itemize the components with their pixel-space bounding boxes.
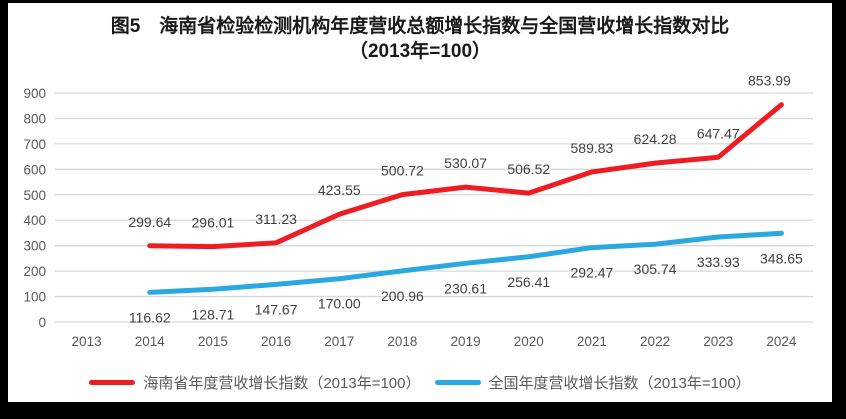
y-tick-label: 200 <box>23 264 46 279</box>
y-tick-label: 900 <box>23 86 46 101</box>
series-line <box>147 102 784 250</box>
data-label: 311.23 <box>255 211 297 227</box>
legend-label-hainan: 海南省年度营收增长指数（2013年=100） <box>143 375 421 392</box>
x-tick-label: 2017 <box>324 334 354 349</box>
hainan-series-swatch <box>89 380 136 385</box>
x-tick-label: 2021 <box>577 334 607 349</box>
chart-frame: 图5 海南省检验检测机构年度营收总额增长指数与全国营收增长指数对比 （2013年… <box>8 3 832 402</box>
chart-legend: 海南省年度营收增长指数（2013年=100） 全国年度营收增长指数（2013年=… <box>8 372 832 393</box>
y-tick-label: 700 <box>23 137 46 152</box>
legend-item-national: 全国年度营收增长指数（2013年=100） <box>434 372 751 393</box>
chart-title-block: 图5 海南省检验检测机构年度营收总额增长指数与全国营收增长指数对比 （2013年… <box>8 14 832 64</box>
data-label: 170.00 <box>318 296 361 312</box>
national-series-swatch <box>434 380 481 385</box>
data-label: 647.47 <box>697 125 740 141</box>
data-label: 853.99 <box>748 73 791 89</box>
y-tick-label: 0 <box>38 315 46 330</box>
y-tick-label: 100 <box>23 290 46 305</box>
data-label: 116.62 <box>129 309 171 325</box>
data-label: 296.01 <box>192 215 235 231</box>
data-label: 128.71 <box>192 306 235 322</box>
x-tick-label: 2019 <box>451 334 481 349</box>
x-tick-label: 2015 <box>198 334 228 349</box>
data-label: 500.72 <box>381 163 424 179</box>
y-tick-label: 300 <box>23 239 46 254</box>
chart-subtitle: （2013年=100） <box>348 41 492 63</box>
chart-title: 图5 海南省检验检测机构年度营收总额增长指数与全国营收增长指数对比 <box>110 16 730 37</box>
data-label: 589.83 <box>571 140 614 156</box>
legend-label-national: 全国年度营收增长指数（2013年=100） <box>488 375 751 392</box>
x-tick-label: 2018 <box>387 334 417 349</box>
data-label: 423.55 <box>318 182 361 198</box>
x-tick-label: 2013 <box>72 334 102 349</box>
data-label: 230.61 <box>444 280 487 296</box>
y-tick-label: 800 <box>23 111 46 126</box>
data-label: 147.67 <box>255 301 298 317</box>
x-tick-label: 2024 <box>766 334 797 349</box>
data-label: 348.65 <box>760 250 803 266</box>
data-label: 299.64 <box>128 214 171 230</box>
x-tick-label: 2014 <box>135 334 166 349</box>
plot-svg: 0 100 200 300 400 500 600 700 800 900 2013 2014 2015… <box>23 73 813 349</box>
y-tick-label: 600 <box>23 162 46 177</box>
data-label: 624.28 <box>634 131 677 147</box>
x-tick-label: 2020 <box>514 334 544 349</box>
data-label: 530.07 <box>444 155 487 171</box>
series-line <box>147 230 784 295</box>
data-label: 333.93 <box>697 254 740 270</box>
x-tick-label: 2023 <box>703 334 733 349</box>
y-tick-label: 400 <box>23 213 46 228</box>
y-tick-label: 500 <box>23 188 46 203</box>
data-label: 305.74 <box>634 261 677 277</box>
data-label: 506.52 <box>507 161 550 177</box>
x-tick-label: 2022 <box>640 334 670 349</box>
data-label: 292.47 <box>571 265 614 281</box>
data-label: 256.41 <box>507 274 550 290</box>
legend-item-hainan: 海南省年度营收增长指数（2013年=100） <box>89 372 421 393</box>
x-tick-label: 2016 <box>261 334 291 349</box>
data-label: 200.96 <box>381 288 424 304</box>
